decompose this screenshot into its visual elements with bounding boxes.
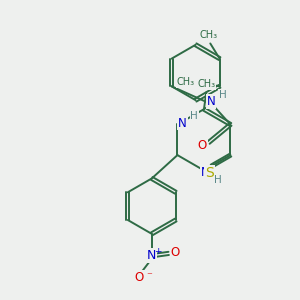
Text: +: +: [154, 247, 162, 256]
Text: N: N: [178, 116, 187, 130]
Text: N: N: [147, 249, 157, 262]
Text: ⁻: ⁻: [146, 272, 152, 282]
Text: N: N: [201, 166, 210, 179]
Text: H: H: [219, 90, 226, 100]
Text: O: O: [198, 139, 207, 152]
Text: N: N: [207, 95, 215, 108]
Text: S: S: [205, 166, 214, 180]
Text: CH₃: CH₃: [197, 79, 215, 89]
Text: CH₃: CH₃: [177, 77, 195, 87]
Text: H: H: [190, 111, 198, 121]
Text: O: O: [134, 271, 144, 284]
Text: H: H: [214, 175, 222, 185]
Text: CH₃: CH₃: [200, 30, 218, 40]
Text: O: O: [170, 246, 180, 259]
